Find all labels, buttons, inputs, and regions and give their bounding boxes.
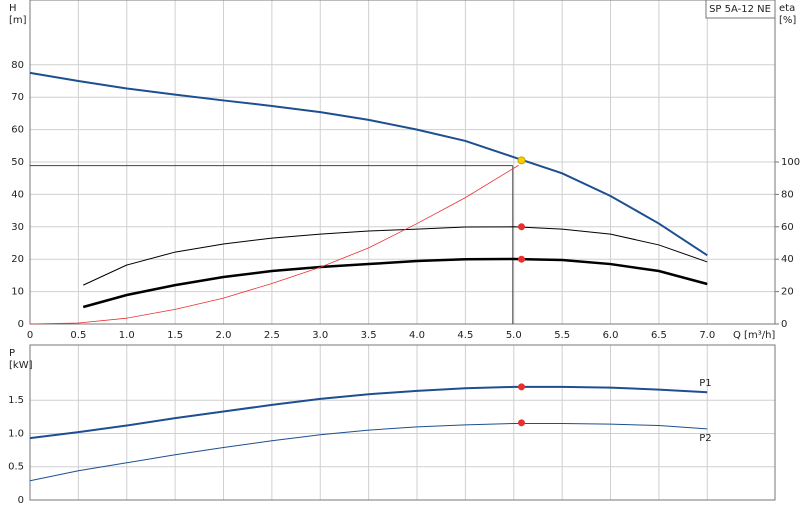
curve: [83, 226, 708, 286]
x-tick-label: 1.0: [119, 330, 135, 341]
y2-tick-label: 0: [781, 319, 787, 330]
y-tick-label: 0: [18, 319, 24, 330]
y-tick-label: 70: [11, 92, 24, 103]
title-box: [705, 0, 776, 19]
x-tick-label: 6.5: [651, 330, 667, 341]
y-tick-label: 60: [11, 125, 24, 136]
x-tick-label: 2.0: [216, 330, 232, 341]
y2-tick-label: 100: [781, 157, 800, 168]
y-tick-label: 0: [18, 495, 24, 506]
y-axis-unit: [m]: [9, 15, 27, 26]
curve: [82, 257, 708, 309]
operating-point: [518, 383, 526, 391]
operating-point: [518, 223, 526, 231]
curve-label: P2: [699, 433, 711, 444]
x-tick-label: 2.5: [264, 330, 280, 341]
operating-point: [517, 156, 526, 165]
y-axis-label: P: [9, 348, 15, 359]
x-tick-label: 5.0: [506, 330, 522, 341]
x-tick-label: 1.5: [167, 330, 183, 341]
y-tick-label: 20: [11, 254, 24, 265]
y2-tick-label: 40: [781, 254, 794, 265]
plot-frame: [29, 344, 776, 501]
y-tick-label: 80: [11, 60, 24, 71]
curve-label: P1: [699, 378, 711, 389]
operating-point: [518, 255, 526, 263]
curve: [29, 385, 708, 440]
y-tick-label: 1.0: [8, 428, 24, 439]
x-tick-label: 6.0: [603, 330, 619, 341]
x-tick-label: 5.5: [554, 330, 570, 341]
x-tick-label: 7.0: [699, 330, 715, 341]
y2-tick-label: 80: [781, 189, 794, 200]
curve: [29, 71, 708, 257]
y2-tick-label: 60: [781, 222, 794, 233]
x-tick-label: 0: [27, 330, 33, 341]
y2-tick-label: 20: [781, 287, 794, 298]
y-tick-label: 10: [11, 287, 24, 298]
chart-title: SP 5A-12 NE: [709, 4, 771, 15]
curve: [29, 422, 708, 482]
x-tick-label: 0.5: [70, 330, 86, 341]
x-tick-label: 4.5: [457, 330, 473, 341]
y2-axis-unit: [%]: [779, 15, 796, 26]
x-tick-label: 3.0: [312, 330, 328, 341]
y-axis-label: H: [9, 3, 17, 14]
y-tick-label: 1.5: [8, 395, 24, 406]
x-tick-label: 3.5: [361, 330, 377, 341]
x-axis-label: Q [m³/h]: [733, 330, 775, 341]
operating-point: [518, 419, 526, 427]
x-tick-label: 4.0: [409, 330, 425, 341]
y2-axis-label: eta: [779, 3, 795, 14]
y-tick-label: 50: [11, 157, 24, 168]
y-axis-unit: [kW]: [9, 360, 33, 371]
y-tick-label: 0.5: [8, 462, 24, 473]
curve: [29, 164, 519, 325]
y-tick-label: 30: [11, 222, 24, 233]
y-tick-label: 40: [11, 189, 24, 200]
